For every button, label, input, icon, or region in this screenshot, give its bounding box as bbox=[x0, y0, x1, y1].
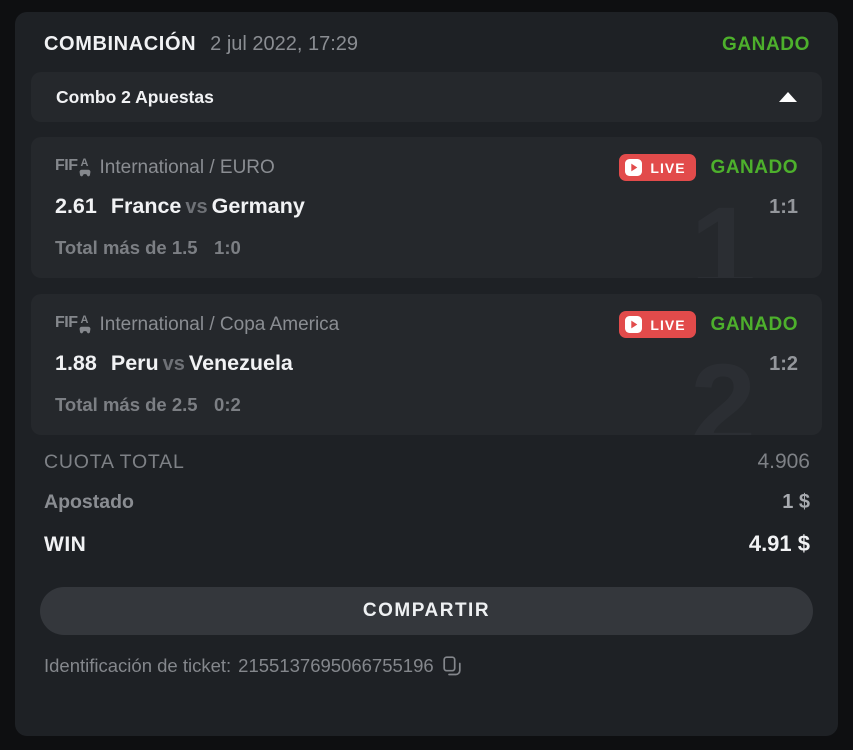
live-badge: LIVE bbox=[619, 154, 696, 181]
bet-status-badge: GANADO bbox=[710, 156, 798, 178]
bet-odds: 2.61 bbox=[55, 194, 97, 218]
gamepad-icon bbox=[79, 326, 90, 334]
win-row: WIN 4.91 $ bbox=[44, 531, 810, 557]
bet-card-1: 1 FIF A International / EURO LIVE GANADO… bbox=[31, 137, 822, 278]
bet-index-watermark: 1 bbox=[690, 183, 756, 278]
stake-label: Apostado bbox=[44, 491, 134, 513]
match-score: 1:2 bbox=[769, 353, 798, 375]
away-team: Venezuela bbox=[188, 351, 293, 375]
market-name: Total más de 2.5 bbox=[55, 394, 198, 415]
gamepad-icon bbox=[79, 169, 90, 177]
home-team: France bbox=[110, 194, 182, 218]
market-score: 0:2 bbox=[214, 394, 241, 415]
live-badge: LIVE bbox=[619, 311, 696, 338]
match-teams: Peru vs Venezuela bbox=[111, 351, 293, 376]
ticket-header: COMBINACIÓN 2 jul 2022, 17:29 GANADO bbox=[15, 12, 838, 72]
league-name: International / Copa America bbox=[99, 313, 340, 335]
play-icon bbox=[625, 316, 643, 333]
bet-index-watermark: 2 bbox=[690, 340, 756, 435]
market-score: 1:0 bbox=[214, 237, 241, 258]
stake-row: Apostado 1 $ bbox=[44, 491, 810, 514]
live-label: LIVE bbox=[650, 316, 686, 333]
fifa-esports-icon: FIF A bbox=[55, 315, 91, 334]
win-value: 4.91 $ bbox=[748, 531, 810, 556]
away-team: Germany bbox=[211, 194, 305, 218]
combo-collapse-header[interactable]: Combo 2 Apuestas bbox=[31, 72, 822, 122]
total-odds-value: 4.906 bbox=[757, 450, 810, 473]
bet-market-row: Total más de 1.5 1:0 bbox=[55, 237, 798, 259]
live-label: LIVE bbox=[650, 159, 686, 176]
bet-selection-row: 1.88 Peru vs Venezuela 1:2 bbox=[55, 351, 798, 376]
bet-status-badge: GANADO bbox=[710, 313, 798, 335]
league-name: International / EURO bbox=[99, 156, 275, 178]
bet-card-2: 2 FIF A International / Copa America LIV… bbox=[31, 294, 822, 435]
total-odds-label: CUOTA TOTAL bbox=[44, 451, 185, 473]
total-odds-row: CUOTA TOTAL 4.906 bbox=[44, 450, 810, 474]
ticket-type-title: COMBINACIÓN bbox=[44, 33, 197, 55]
chevron-up-icon[interactable] bbox=[779, 92, 797, 102]
market-name: Total más de 1.5 bbox=[55, 237, 198, 258]
combo-label: Combo 2 Apuestas bbox=[56, 86, 214, 107]
win-label: WIN bbox=[44, 533, 87, 556]
play-icon bbox=[625, 159, 643, 176]
vs-separator: vs bbox=[162, 353, 185, 375]
bet-market-row: Total más de 2.5 0:2 bbox=[55, 394, 798, 416]
copy-icon[interactable] bbox=[443, 656, 461, 676]
bet-odds: 1.88 bbox=[55, 351, 97, 375]
home-team: Peru bbox=[110, 351, 159, 375]
stake-value: 1 $ bbox=[782, 491, 810, 513]
ticket-summary: CUOTA TOTAL 4.906 Apostado 1 $ WIN 4.91 … bbox=[15, 435, 838, 557]
ticket-status-badge: GANADO bbox=[721, 33, 810, 55]
bet-selection-row: 2.61 France vs Germany 1:1 bbox=[55, 194, 798, 219]
ticket-id-value: 2155137695066755196 bbox=[238, 655, 434, 676]
bet-card-header: FIF A International / EURO LIVE GANADO bbox=[55, 154, 798, 181]
bet-ticket-panel: COMBINACIÓN 2 jul 2022, 17:29 GANADO Com… bbox=[15, 12, 838, 736]
match-score: 1:1 bbox=[769, 196, 798, 218]
share-button[interactable]: COMPARTIR bbox=[40, 587, 813, 635]
match-teams: France vs Germany bbox=[111, 194, 305, 219]
fifa-esports-icon: FIF A bbox=[55, 158, 91, 177]
ticket-id-row: Identificación de ticket: 21551376950667… bbox=[44, 655, 810, 677]
ticket-id-label: Identificación de ticket: bbox=[44, 655, 232, 676]
ticket-date: 2 jul 2022, 17:29 bbox=[210, 33, 359, 55]
bet-card-header: FIF A International / Copa America LIVE … bbox=[55, 311, 798, 338]
vs-separator: vs bbox=[185, 196, 208, 218]
